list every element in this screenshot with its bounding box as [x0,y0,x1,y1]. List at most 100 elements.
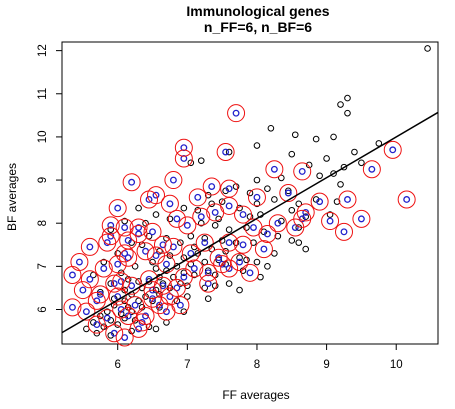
highlight-ring [265,160,284,179]
highlight-ring [105,324,124,343]
data-point [295,239,303,246]
data-point [253,176,261,184]
highlight-ring [321,212,340,231]
data-point [163,319,170,326]
data-point [100,258,108,266]
data-point [291,131,299,139]
highlighted-point [208,183,216,190]
highlight-ring [108,199,127,218]
data-point [344,94,351,102]
data-point [201,235,209,242]
highlight-ring [216,143,235,162]
data-point [208,245,216,253]
data-point [135,278,142,285]
highlighted-point [291,224,299,231]
data-point [305,161,313,169]
highlighted-point [250,224,257,231]
data-point [211,222,219,229]
x-tick-label: 6 [115,359,121,371]
data-point [187,260,195,268]
highlight-ring [244,218,263,237]
data-point [288,206,296,214]
x-tick-label: 7 [184,359,190,371]
highlight-ring [63,265,82,284]
data-point [107,226,115,233]
data-point [253,142,261,149]
highlight-ring [136,242,155,261]
highlighted-point [180,273,188,281]
data-point [288,237,296,244]
highlight-ring [108,287,127,306]
highlight-ring [160,194,179,213]
data-point [225,280,233,287]
highlighted-point [225,185,233,193]
data-point [204,295,212,303]
x-tick-label: 9 [323,359,329,371]
highlighted-point [124,312,132,320]
highlighted-point [253,193,261,201]
highlight-ring [80,270,99,289]
data-point [316,172,323,180]
highlight-ring [171,296,190,315]
highlighted-point [316,198,324,206]
highlight-ring [80,237,99,256]
highlighted-point [211,208,219,216]
highlighted-point [79,286,87,294]
data-point [340,163,348,171]
plot-area [61,45,439,347]
highlight-ring [241,263,259,282]
highlighted-point [298,215,306,223]
highlighted-point [260,245,268,253]
data-point [274,232,282,240]
data-point [173,297,181,305]
highlighted-point [138,318,146,326]
highlighted-point [100,265,108,272]
highlight-ring [153,276,172,295]
data-point [180,204,188,212]
data-point [184,293,191,300]
highlighted-point [169,243,177,251]
highlighted-point [215,254,223,262]
highlight-ring [202,177,221,196]
highlighted-point [75,258,83,266]
data-point [253,258,261,266]
data-point [284,187,292,195]
highlight-ring [112,272,131,291]
highlighted-point [173,284,181,292]
data-point [326,211,334,218]
highlight-ring [126,296,145,315]
data-point [163,235,170,242]
highlighted-point [114,204,122,212]
highlighted-point [344,196,351,203]
highlighted-point [114,260,122,268]
highlighted-point [107,221,115,229]
highlight-ring [188,188,207,207]
highlight-ring [94,259,113,278]
regression-line [61,111,439,334]
highlight-ring [167,278,186,297]
data-point [121,217,128,225]
highlighted-point [86,243,94,251]
highlight-ring [164,171,183,190]
highlighted-point [68,303,76,311]
data-point [215,215,222,223]
highlighted-point [246,269,254,277]
highlight-ring [87,291,106,310]
data-point [103,308,111,315]
highlighted-point [274,219,282,227]
highlight-ring [247,188,266,207]
data-point [177,280,184,287]
data-point [236,204,243,212]
highlighted-point [86,275,94,283]
data-point [152,211,160,218]
data-point [302,245,310,253]
highlight-ring [105,274,124,293]
data-point [424,45,431,52]
data-point [128,308,135,315]
highlighted-point [135,325,143,333]
data-point [197,219,205,227]
highlighted-point [340,228,348,236]
data-point [187,159,195,167]
highlight-ring [220,179,239,198]
